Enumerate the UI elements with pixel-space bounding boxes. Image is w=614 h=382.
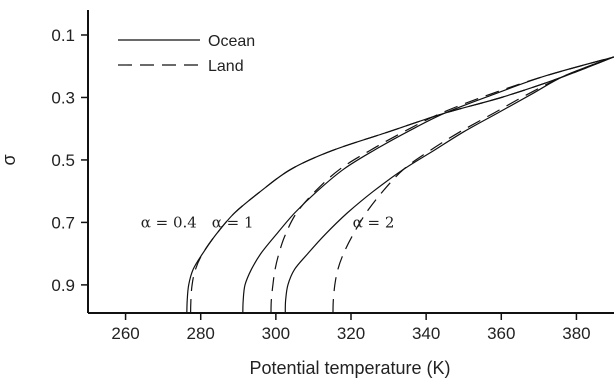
alpha-annotation: α = 2 bbox=[353, 213, 395, 231]
x-tick-label: 320 bbox=[337, 324, 365, 343]
land-curve bbox=[332, 56, 614, 314]
x-tick-label: 340 bbox=[412, 324, 440, 343]
x-tick-label: 260 bbox=[111, 324, 139, 343]
y-tick-label: 0.1 bbox=[51, 26, 75, 45]
land-curve bbox=[190, 56, 614, 314]
land-curve bbox=[270, 56, 614, 314]
curves bbox=[186, 56, 614, 314]
ocean-curve bbox=[242, 56, 614, 314]
ocean-curve bbox=[186, 56, 614, 314]
legend-land-label: Land bbox=[208, 58, 244, 75]
axes: 260 280 300 320 340 360 380 0.1 0.3 0.5 0.7 0.9 bbox=[51, 10, 614, 343]
legend: Ocean Land bbox=[118, 33, 255, 75]
y-axis-title: σ bbox=[0, 154, 19, 165]
annotations: α = 0.4 α = 1 α = 2 bbox=[141, 213, 395, 231]
x-tick-label: 280 bbox=[187, 324, 215, 343]
alpha-annotation: α = 1 bbox=[212, 213, 254, 231]
y-tick-label: 0.3 bbox=[51, 88, 75, 107]
x-tick-label: 300 bbox=[262, 324, 290, 343]
legend-ocean-label: Ocean bbox=[208, 33, 255, 50]
x-tick-label: 360 bbox=[487, 324, 515, 343]
y-tick-label: 0.7 bbox=[51, 213, 75, 232]
y-tick-label: 0.9 bbox=[51, 276, 75, 295]
y-tick-label: 0.5 bbox=[51, 151, 75, 170]
x-axis-title: Potential temperature (K) bbox=[249, 358, 450, 378]
alpha-annotation: α = 0.4 bbox=[141, 213, 197, 231]
x-tick-label: 380 bbox=[562, 324, 590, 343]
ocean-curve bbox=[284, 56, 614, 314]
